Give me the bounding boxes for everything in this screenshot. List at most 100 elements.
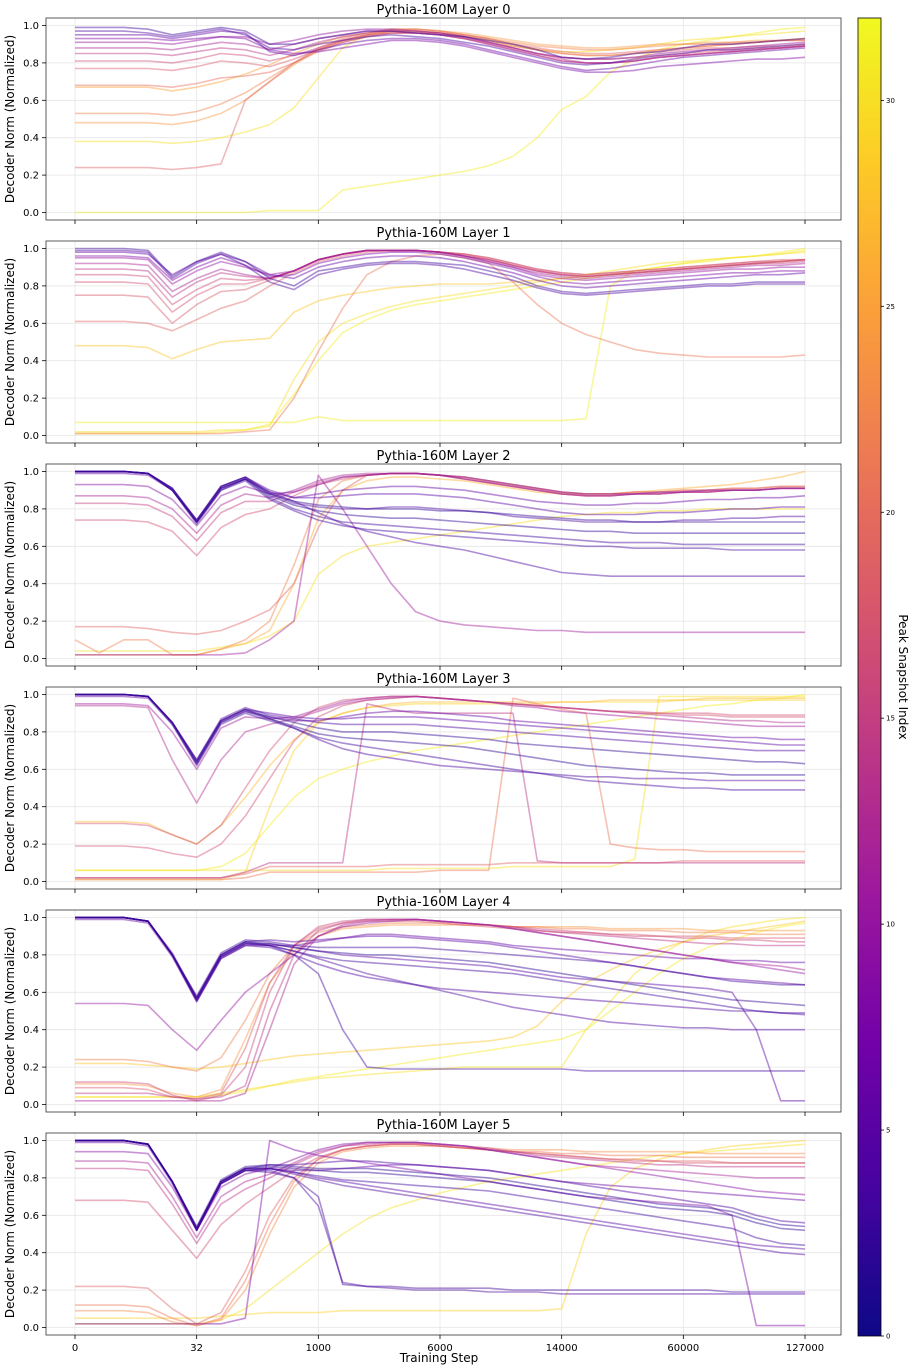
y-tick-label: 1.0 [23, 913, 39, 924]
series-line [75, 253, 806, 435]
series-line [75, 1143, 805, 1325]
series-line [75, 695, 805, 771]
series-line [75, 693, 806, 765]
series-line [75, 916, 806, 1098]
series-line [75, 470, 805, 523]
series-line [75, 1139, 806, 1228]
series-line [75, 249, 806, 424]
y-tick-label: 0.8 [23, 504, 39, 515]
series-line [75, 251, 806, 289]
panel-layer-5: 0.0 0.2 0.4 0.6 0.8 1.0 0 32 1000 6000 14000 60000 1… [3, 1118, 842, 1354]
series-line [75, 508, 805, 652]
colorbar-tick-label: 0 [886, 1333, 890, 1341]
series-lines [75, 26, 806, 214]
colorbar-tick-label: 5 [886, 1127, 890, 1135]
series-line [75, 249, 805, 285]
y-axis-label: Decoder Norm (Normalized) [3, 258, 17, 426]
series-line [75, 30, 806, 72]
series-line [75, 470, 805, 578]
panel-layer-4: 0.0 0.2 0.4 0.6 0.8 1.0 Pythia-160M Layer 4 Dec… [3, 895, 842, 1116]
y-tick-label: 1.0 [23, 244, 39, 255]
series-line [75, 1141, 806, 1232]
series-line [75, 251, 806, 433]
series-line [75, 249, 805, 325]
series-line [75, 695, 805, 804]
y-tick-label: 0.6 [23, 988, 39, 999]
y-tick-label: 0.6 [23, 96, 39, 107]
y-tick-label: 0.2 [23, 1063, 39, 1074]
panel-layer-1: 0.0 0.2 0.4 0.6 0.8 1.0 Pythia-160M Layer 1 Dec… [3, 226, 842, 447]
series-line [75, 695, 805, 845]
series-line [75, 30, 805, 117]
y-tick-label: 0.8 [23, 1173, 39, 1184]
series-line [75, 702, 805, 879]
y-tick-label: 0.0 [23, 431, 39, 442]
series-line [75, 35, 806, 73]
series-line [75, 697, 805, 881]
y-tick-label: 1.0 [23, 690, 39, 701]
y-tick-label: 1.0 [23, 467, 39, 478]
y-tick-label: 0.4 [23, 579, 39, 590]
series-line [75, 918, 806, 1102]
y-axis-label: Decoder Norm (Normalized) [3, 927, 17, 1095]
panel-title: Pythia-160M Layer 0 [377, 3, 511, 18]
y-axis-label: Decoder Norm (Normalized) [3, 1150, 17, 1318]
y-tick-label: 0.6 [23, 319, 39, 330]
series-line [75, 1139, 806, 1250]
grid [46, 241, 841, 443]
series-line [75, 916, 806, 1007]
colorbar-gradient [857, 17, 882, 1337]
series-line [75, 695, 805, 765]
panels: 0.0 0.2 0.4 0.6 0.8 1.0 Pythia-160M Layer 0 Dec… [3, 3, 842, 1354]
series-line [75, 30, 806, 64]
series-line [75, 922, 806, 1098]
x-tick-label: 14000 [546, 1343, 578, 1354]
series-line [75, 924, 805, 1098]
panel-layer-0: 0.0 0.2 0.4 0.6 0.8 1.0 Pythia-160M Layer 0 Dec… [3, 3, 842, 224]
series-line [75, 30, 806, 64]
series-line [75, 470, 806, 656]
series-line [75, 918, 805, 1100]
y-tick-label: 0.8 [23, 950, 39, 961]
colorbar: 0 5 10 15 20 25 30 Peak Snapshot Index [857, 17, 910, 1341]
colorbar-label: Peak Snapshot Index [896, 614, 910, 739]
series-line [75, 916, 805, 1031]
series-line [75, 1139, 806, 1230]
series-line [75, 916, 806, 1016]
series-line [75, 472, 805, 535]
series-line [75, 693, 806, 872]
series-line [75, 920, 806, 1070]
series-line [75, 1141, 805, 1239]
y-tick-label: 0.2 [23, 840, 39, 851]
y-tick-label: 0.0 [23, 654, 39, 665]
series-line [75, 470, 805, 535]
series-line [75, 28, 805, 171]
series-line [75, 30, 806, 145]
series-lines [75, 916, 806, 1102]
y-tick-label: 0.4 [23, 356, 39, 367]
grid [46, 1133, 841, 1335]
series-line [75, 26, 806, 60]
colorbar-tick-label: 15 [886, 715, 895, 723]
series-line [75, 32, 806, 72]
series-line [75, 28, 806, 92]
y-tick-label: 0.0 [23, 1323, 39, 1334]
series-line [75, 1139, 805, 1327]
series-line [75, 699, 805, 881]
y-tick-label: 0.8 [23, 281, 39, 292]
panel-title: Pythia-160M Layer 4 [377, 895, 511, 910]
series-line [75, 32, 806, 88]
series-line [75, 472, 805, 542]
series-line [75, 695, 805, 872]
y-tick-label: 0.2 [23, 1286, 39, 1297]
series-line [75, 693, 805, 782]
panel-title: Pythia-160M Layer 5 [377, 1118, 511, 1133]
series-line [75, 1141, 806, 1232]
series-line [75, 1139, 805, 1293]
x-tick-label: 32 [190, 1343, 203, 1354]
series-line [75, 1139, 805, 1295]
series-line [75, 258, 806, 360]
y-tick-label: 0.6 [23, 765, 39, 776]
series-line [75, 470, 805, 521]
y-tick-label: 0.2 [23, 394, 39, 405]
